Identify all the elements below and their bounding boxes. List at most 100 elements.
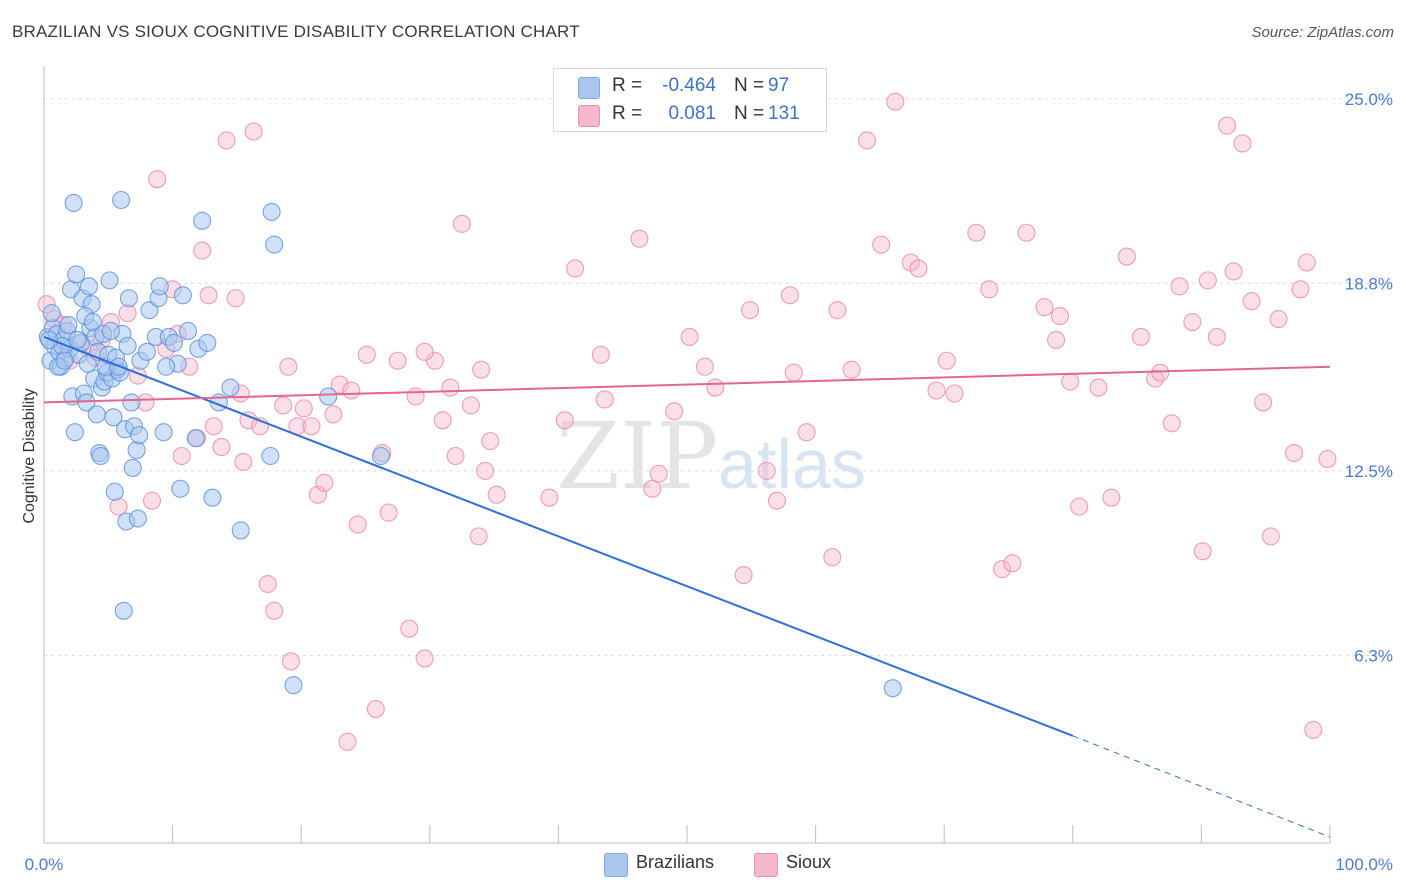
point-sioux bbox=[1254, 393, 1273, 412]
point-sioux bbox=[148, 170, 167, 189]
x-tick-label: 0.0% bbox=[25, 855, 64, 874]
point-sioux bbox=[823, 548, 842, 567]
point-brazilians bbox=[150, 277, 169, 296]
point-sioux bbox=[348, 515, 367, 534]
point-sioux bbox=[967, 223, 986, 242]
point-sioux bbox=[680, 327, 699, 346]
point-sioux bbox=[740, 301, 760, 320]
y-tick-labels: 6.3% 12.5% 18.8% 25.0% bbox=[1345, 90, 1393, 666]
point-sioux bbox=[1089, 378, 1108, 397]
point-sioux bbox=[1304, 720, 1323, 739]
y-tick-label: 12.5% bbox=[1345, 462, 1393, 481]
point-sioux bbox=[566, 259, 585, 278]
point-brazilians bbox=[130, 426, 149, 445]
point-brazilians bbox=[221, 378, 240, 397]
point-sioux bbox=[828, 301, 847, 320]
point-brazilians bbox=[91, 446, 110, 466]
point-brazilians bbox=[122, 393, 141, 412]
point-sioux bbox=[366, 699, 385, 719]
point-sioux bbox=[379, 503, 398, 522]
point-brazilians bbox=[112, 190, 131, 210]
legend-swatch-sioux bbox=[754, 853, 778, 877]
point-brazilians bbox=[261, 446, 280, 466]
point-sioux bbox=[294, 399, 313, 418]
point-sioux bbox=[706, 378, 725, 397]
point-brazilians bbox=[157, 357, 176, 376]
point-sioux bbox=[695, 357, 715, 376]
point-sioux bbox=[945, 384, 964, 403]
n-value: 97 bbox=[768, 75, 790, 96]
point-sioux bbox=[1284, 443, 1304, 463]
point-brazilians bbox=[105, 482, 124, 501]
point-brazilians bbox=[83, 313, 102, 332]
stats-row-brazilians: R = -0.464 N = 97 bbox=[554, 73, 826, 101]
point-sioux bbox=[1162, 414, 1181, 433]
point-sioux bbox=[1291, 280, 1310, 299]
point-sioux bbox=[1151, 363, 1170, 382]
point-sioux bbox=[1117, 247, 1136, 266]
watermark-zip: ZIP bbox=[556, 403, 718, 510]
n-value: 131 bbox=[768, 103, 800, 124]
trend-line-brazilians-extrapolated bbox=[1072, 735, 1331, 838]
source-label: Source: ZipAtlas.com bbox=[1251, 24, 1394, 41]
point-brazilians bbox=[164, 333, 183, 352]
point-sioux bbox=[1233, 134, 1252, 153]
point-brazilians bbox=[87, 405, 106, 424]
series-sioux-points bbox=[37, 92, 1337, 751]
point-sioux bbox=[315, 473, 334, 492]
legend-label-sioux: Sioux bbox=[786, 852, 832, 872]
point-sioux bbox=[330, 375, 349, 394]
point-sioux bbox=[780, 286, 799, 305]
axes bbox=[43, 66, 1331, 844]
watermark-atlas: atlas bbox=[718, 425, 866, 503]
point-sioux bbox=[1269, 310, 1288, 329]
point-sioux bbox=[308, 485, 327, 504]
point-sioux bbox=[1050, 307, 1069, 326]
point-sioux bbox=[1070, 497, 1089, 516]
point-sioux bbox=[643, 479, 662, 498]
point-sioux bbox=[461, 396, 481, 415]
point-sioux bbox=[244, 122, 263, 141]
point-brazilians bbox=[119, 289, 138, 308]
point-sioux bbox=[204, 417, 223, 436]
point-sioux bbox=[193, 241, 212, 260]
point-sioux bbox=[109, 497, 128, 516]
point-sioux bbox=[872, 235, 891, 254]
chart-title: BRAZILIAN VS SIOUX COGNITIVE DISABILITY … bbox=[12, 22, 580, 41]
point-sioux bbox=[487, 485, 506, 504]
point-sioux bbox=[481, 432, 500, 451]
point-sioux bbox=[1218, 116, 1237, 135]
point-sioux bbox=[446, 446, 465, 466]
point-brazilians bbox=[186, 429, 205, 448]
point-sioux bbox=[1003, 554, 1022, 573]
y-axis-label: Cognitive Disability bbox=[21, 388, 38, 523]
watermark: ZIP atlas bbox=[556, 403, 866, 510]
point-sioux bbox=[441, 378, 460, 397]
point-brazilians bbox=[67, 265, 86, 284]
point-sioux bbox=[172, 446, 191, 466]
y-tick-label: 18.8% bbox=[1345, 274, 1393, 293]
point-brazilians bbox=[118, 336, 137, 355]
point-sioux bbox=[1242, 292, 1261, 311]
point-brazilians bbox=[319, 387, 338, 406]
point-sioux bbox=[1146, 369, 1165, 388]
legend-label-brazilians: Brazilians bbox=[636, 852, 715, 872]
point-sioux bbox=[1198, 271, 1217, 290]
point-sioux bbox=[757, 461, 776, 480]
point-sioux bbox=[274, 396, 293, 415]
r-label: R = bbox=[612, 103, 643, 124]
point-sioux bbox=[265, 601, 284, 620]
point-sioux bbox=[1318, 449, 1337, 469]
point-brazilians bbox=[59, 315, 78, 335]
point-sioux bbox=[415, 342, 434, 361]
point-sioux bbox=[452, 214, 472, 233]
point-brazilians bbox=[371, 446, 390, 466]
point-sioux bbox=[1183, 313, 1202, 332]
point-brazilians bbox=[262, 202, 281, 221]
point-sioux bbox=[279, 357, 298, 376]
point-sioux bbox=[857, 131, 877, 150]
x-tick-label: 100.0% bbox=[1335, 855, 1393, 874]
n-label: N = bbox=[734, 103, 765, 124]
point-sioux bbox=[555, 411, 574, 430]
y-tick-label: 25.0% bbox=[1345, 90, 1393, 109]
